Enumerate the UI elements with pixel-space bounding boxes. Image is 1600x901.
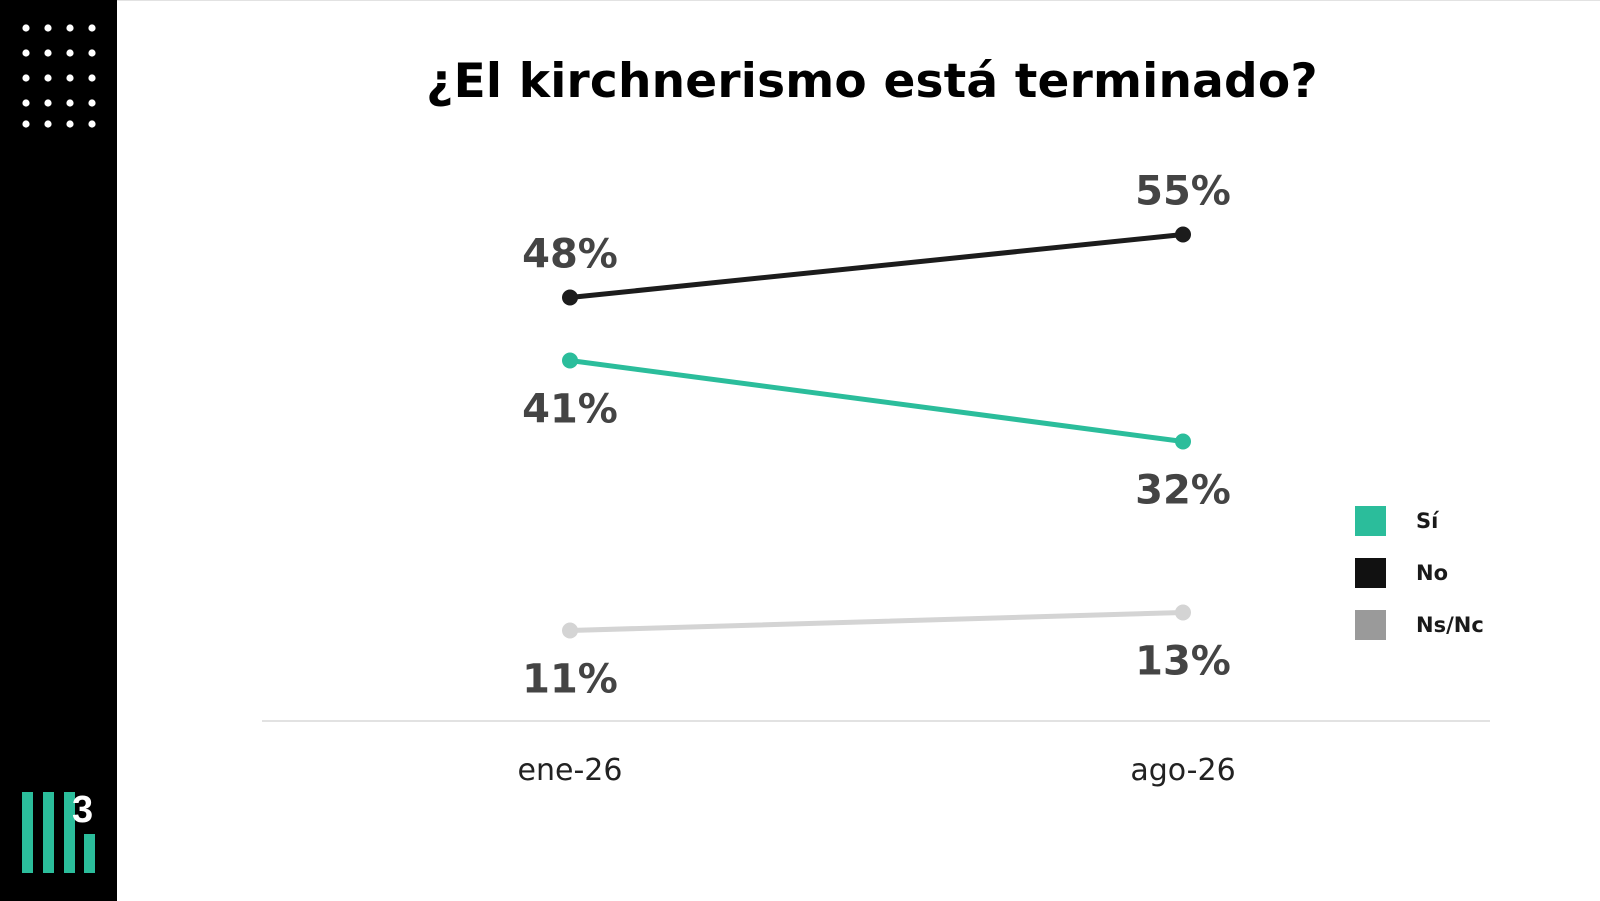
logo: 3 bbox=[22, 789, 95, 873]
logo-bar-2 bbox=[43, 792, 54, 873]
data-point-si bbox=[562, 352, 578, 369]
legend-swatch-no bbox=[1355, 558, 1386, 588]
data-point-nsnc bbox=[562, 622, 578, 639]
x-tick-label: ago-26 bbox=[1130, 753, 1235, 788]
legend-item-nsnc: Ns/Nc bbox=[1355, 610, 1545, 640]
data-label-nsnc: 13% bbox=[1135, 639, 1231, 685]
data-point-no bbox=[1175, 226, 1191, 243]
data-label-no: 55% bbox=[1135, 169, 1231, 215]
legend-label-nsnc: Ns/Nc bbox=[1416, 613, 1484, 637]
frame-top-border bbox=[117, 0, 1600, 1]
data-label-si: 32% bbox=[1135, 468, 1231, 514]
legend-swatch-si bbox=[1355, 506, 1386, 536]
series-line-no bbox=[567, 232, 1186, 300]
chart-title: ¿El kirchnerismo está terminado? bbox=[426, 54, 1318, 109]
legend-item-no: No bbox=[1355, 558, 1545, 588]
logo-bar-3 bbox=[64, 792, 75, 873]
sidebar: 3 bbox=[0, 0, 117, 901]
legend: Sí No Ns/Nc bbox=[1355, 506, 1545, 662]
legend-label-no: No bbox=[1416, 561, 1449, 585]
data-point-nsnc bbox=[1175, 604, 1191, 621]
series-line-si bbox=[567, 358, 1186, 444]
logo-text: 3 bbox=[72, 789, 93, 831]
legend-label-si: Sí bbox=[1416, 509, 1439, 533]
logo-bar-1 bbox=[22, 792, 33, 873]
legend-item-si: Sí bbox=[1355, 506, 1545, 536]
data-point-no bbox=[562, 289, 578, 306]
data-label-nsnc: 11% bbox=[522, 657, 618, 703]
logo-bar-4 bbox=[84, 834, 95, 873]
x-tick-label: ene-26 bbox=[518, 753, 623, 788]
data-point-si bbox=[1175, 433, 1191, 450]
legend-swatch-nsnc bbox=[1355, 610, 1386, 640]
data-label-no: 48% bbox=[522, 232, 618, 278]
dot-grid-icon bbox=[22, 24, 96, 128]
data-label-si: 41% bbox=[522, 387, 618, 433]
series-line-nsnc bbox=[567, 610, 1186, 633]
